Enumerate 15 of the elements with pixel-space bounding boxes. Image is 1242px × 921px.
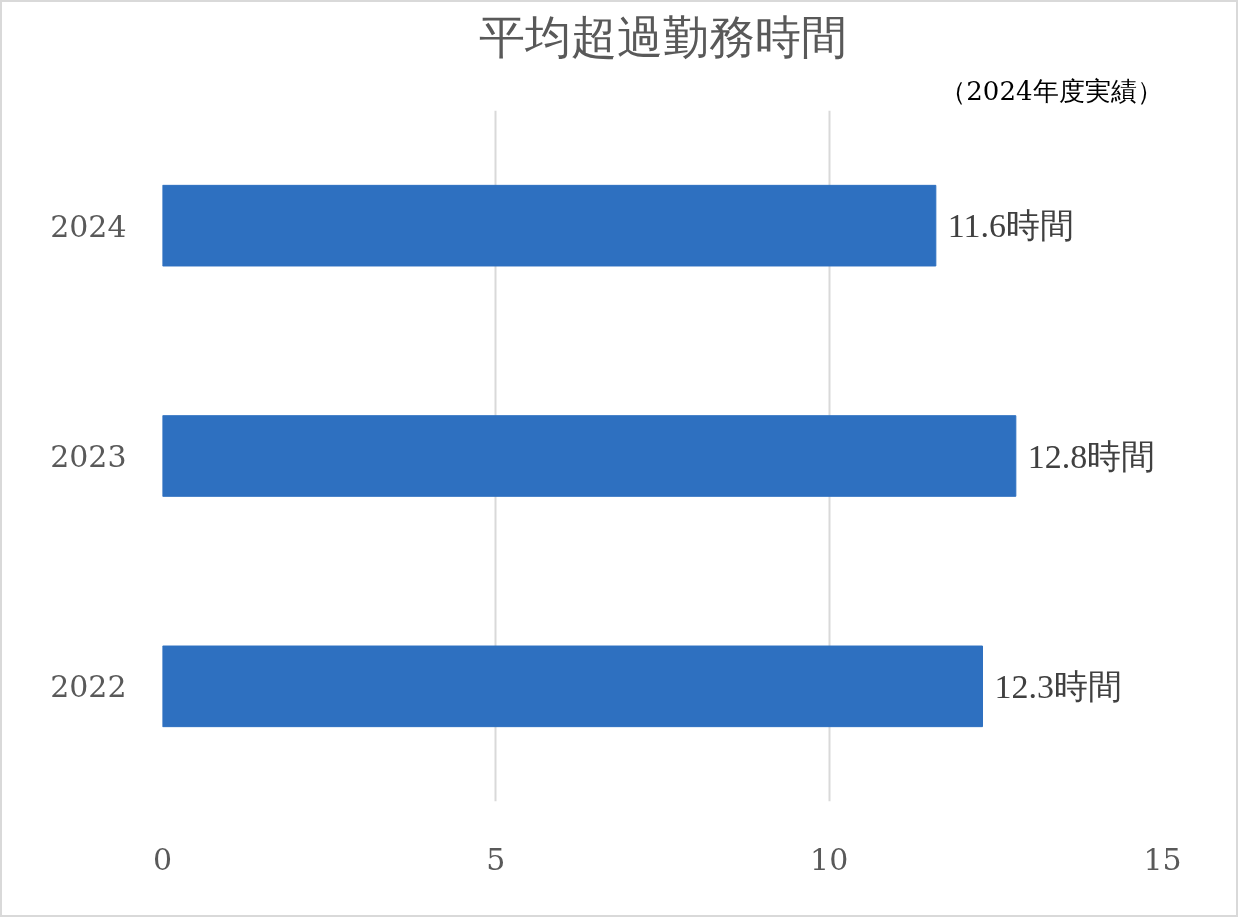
x-tick-label: 0 bbox=[152, 841, 173, 877]
x-tick-label: 10 bbox=[810, 841, 849, 877]
bar bbox=[162, 645, 983, 728]
chart-subtitle: （2024年度実績） bbox=[940, 75, 1163, 106]
data-label: 12.3時間 bbox=[994, 667, 1122, 705]
data-label: 12.8時間 bbox=[1027, 437, 1156, 475]
bar bbox=[162, 415, 1017, 497]
y-tick-label: 2022 bbox=[50, 669, 127, 705]
y-tick-label: 2023 bbox=[50, 439, 127, 474]
bar bbox=[162, 184, 937, 267]
y-tick-label: 2024 bbox=[50, 208, 127, 244]
x-tick-label: 15 bbox=[1143, 841, 1182, 877]
data-label: 11.6時間 bbox=[947, 207, 1075, 245]
chart-title: 平均超過勤務時間 bbox=[478, 9, 847, 64]
x-tick-label: 5 bbox=[486, 841, 506, 877]
